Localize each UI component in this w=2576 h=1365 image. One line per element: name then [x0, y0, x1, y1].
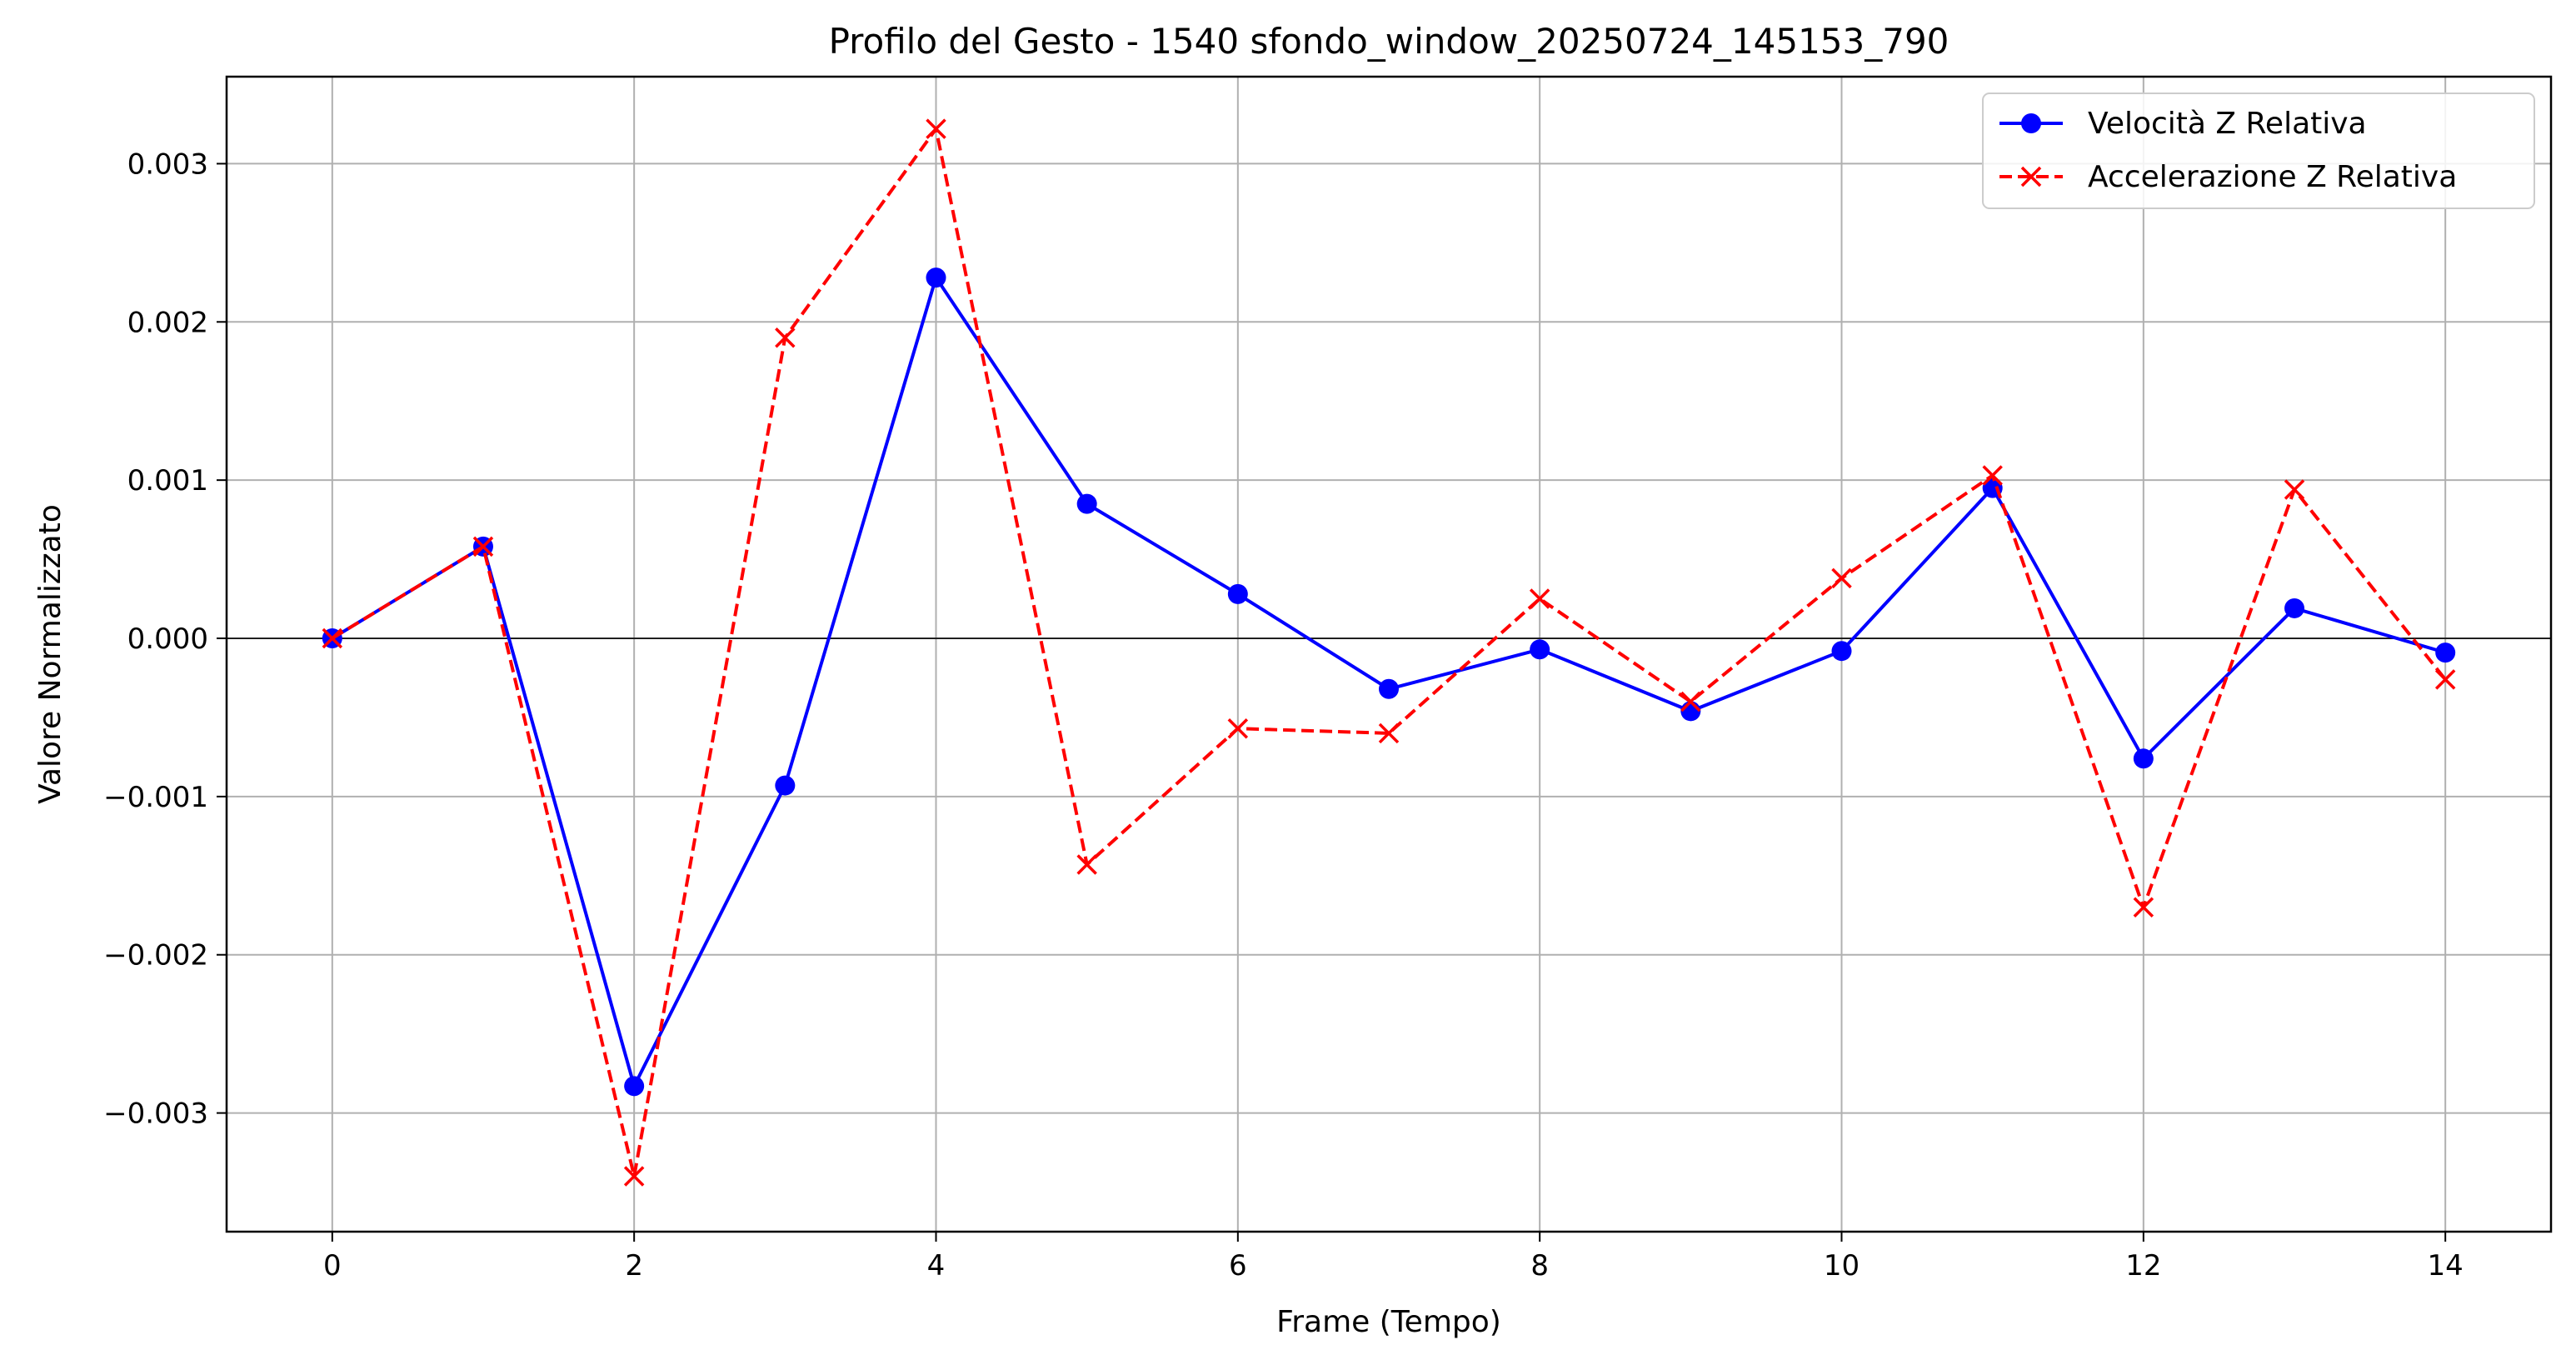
x-tick-label: 12	[2125, 1249, 2161, 1282]
x-tick-label: 0	[323, 1249, 342, 1282]
series-0-point	[775, 775, 796, 796]
series-0-point	[1831, 641, 1852, 662]
series-1-point	[1076, 854, 1097, 875]
marker-stroke	[2284, 479, 2305, 500]
series-1-point	[2284, 479, 2305, 500]
series-0-point	[1680, 701, 1701, 722]
y-tick-label: 0.003	[127, 148, 208, 181]
legend-box	[1982, 92, 2535, 209]
series-1-point	[1529, 588, 1550, 609]
legend-marker	[2020, 166, 2042, 188]
series-1-point	[1378, 722, 1400, 744]
series-0-point	[624, 1076, 645, 1097]
series-0-point	[1076, 493, 1097, 514]
y-tick-label: 0.000	[127, 622, 208, 656]
series-1-point	[1831, 568, 1852, 589]
marker-stroke	[472, 536, 494, 558]
marker-stroke	[1529, 588, 1550, 609]
marker-stroke	[1680, 691, 1701, 712]
series-1-point	[472, 536, 494, 558]
chart-title: Profilo del Gesto - 1540 sfondo_window_2…	[829, 21, 1949, 62]
y-tick-label: 0.002	[127, 306, 208, 339]
marker-stroke	[2434, 669, 2456, 690]
legend: Velocità Z Relativa Accelerazione Z Relat…	[1982, 92, 2535, 209]
series-1-point	[2133, 897, 2154, 918]
marker-stroke	[926, 118, 946, 139]
series-0-point	[2435, 642, 2456, 663]
legend-marker	[2021, 113, 2041, 133]
marker-stroke	[1378, 722, 1400, 744]
marker-stroke	[322, 628, 343, 649]
y-tick-label: −0.001	[103, 781, 208, 814]
x-tick-label: 10	[1824, 1249, 1860, 1282]
series-0-point	[2284, 598, 2305, 618]
marker-stroke	[1831, 568, 1852, 589]
plot-frame	[225, 75, 2553, 1233]
y-tick-label: −0.002	[103, 939, 208, 972]
x-tick-label: 8	[1530, 1249, 1549, 1282]
x-axis: 0 2 4 6 8 10 12 14	[323, 1232, 2464, 1282]
marker-stroke	[2133, 897, 2154, 918]
x-tick-label: 6	[1229, 1249, 1247, 1282]
series-0-point	[1227, 583, 1248, 604]
series-0-point	[1379, 678, 1399, 699]
legend-entry: Accelerazione Z Relativa	[1999, 160, 2457, 194]
series-layer	[322, 118, 2456, 1187]
marker-stroke	[775, 328, 796, 348]
series-1-point	[1227, 718, 1249, 739]
legend-label: Velocità Z Relativa	[2088, 107, 2367, 141]
x-tick-label: 14	[2428, 1249, 2464, 1282]
series-1-point	[2434, 669, 2456, 690]
series-line-1	[331, 127, 2447, 1178]
series-0-point	[926, 268, 946, 288]
y-axis-label: Valore Normalizzato	[33, 504, 67, 804]
legend-label: Accelerazione Z Relativa	[2088, 160, 2457, 194]
y-tick-label: 0.001	[127, 464, 208, 498]
x-axis-label: Frame (Tempo)	[1276, 1305, 1501, 1339]
y-axis: −0.003 −0.002 −0.001 0.000 0.001 0.002 0.003	[103, 148, 227, 1131]
y-tick-label: −0.003	[103, 1098, 208, 1131]
series-0-point	[1530, 639, 1550, 660]
series-1-point	[926, 118, 946, 139]
marker-stroke	[1076, 854, 1097, 875]
series-1-point	[775, 328, 796, 348]
series-1-point	[322, 628, 343, 649]
series-0-point	[2133, 748, 2154, 769]
legend-entry: Velocità Z Relativa	[1999, 107, 2367, 141]
marker-stroke	[1982, 465, 2003, 486]
series-1-point	[623, 1166, 645, 1187]
x-tick-label: 2	[625, 1249, 643, 1282]
marker-stroke	[1227, 718, 1249, 739]
x-tick-label: 4	[927, 1249, 946, 1282]
series-1-point	[1982, 465, 2003, 486]
series-1-point	[1680, 691, 1701, 712]
marker-stroke	[623, 1166, 645, 1187]
